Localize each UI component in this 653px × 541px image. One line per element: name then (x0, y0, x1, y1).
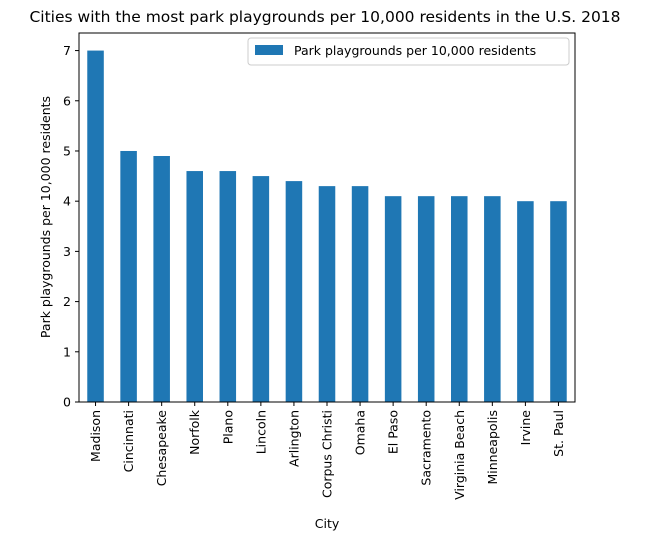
x-axis: Madison Cincinnati Chesapeake Norfolk Plano L… (88, 402, 566, 500)
x-tick-label: Chesapeake (154, 410, 169, 487)
x-tick-label: Omaha (353, 410, 368, 455)
y-tick-label: 6 (63, 93, 71, 108)
bar-madison (87, 50, 104, 402)
x-tick-label: Madison (88, 410, 103, 462)
y-tick-label: 5 (63, 143, 71, 158)
x-tick-label: Arlington (286, 410, 301, 467)
bars-group (87, 50, 567, 402)
bar-corpus-christi (318, 186, 336, 402)
bar-arlington (285, 181, 303, 402)
x-tick-label: El Paso (386, 410, 401, 454)
legend-label: Park playgrounds per 10,000 residents (294, 43, 536, 58)
y-tick-label: 3 (63, 244, 71, 259)
bar-st-paul (550, 201, 567, 402)
bar-cincinnati (120, 150, 137, 402)
x-tick-label: Sacramento (419, 410, 434, 486)
legend: Park playgrounds per 10,000 residents (247, 37, 570, 66)
legend-swatch (255, 45, 283, 55)
bar-minneapolis (484, 196, 501, 402)
y-axis: 0 1 2 3 4 5 6 7 (63, 43, 79, 410)
x-tick-label: Irvine (518, 410, 533, 446)
bar-virginia-beach (451, 196, 468, 402)
bar-el-paso (384, 196, 402, 402)
y-tick-label: 4 (63, 194, 71, 209)
bar-chesapeake (153, 156, 170, 402)
x-tick-label: Cincinnati (121, 410, 136, 472)
bar-sacramento (417, 196, 435, 402)
x-tick-label: St. Paul (551, 410, 566, 457)
x-axis-label: City (315, 516, 340, 531)
x-tick-label: Plano (220, 410, 235, 444)
legend-box (247, 37, 570, 66)
y-tick-label: 2 (63, 294, 71, 309)
y-tick-label: 7 (63, 43, 71, 58)
x-tick-label: Norfolk (187, 409, 202, 455)
bar-norfolk (186, 171, 203, 402)
x-tick-label: Lincoln (253, 410, 268, 454)
x-tick-label: Minneapolis (485, 410, 500, 485)
y-tick-label: 1 (63, 344, 71, 359)
x-tick-label: Corpus Christi (320, 410, 335, 498)
y-tick-label: 0 (63, 395, 71, 410)
bar-lincoln (252, 176, 270, 402)
bar-omaha (351, 186, 369, 402)
bar-plano (219, 171, 237, 402)
y-axis-label: Park playgrounds per 10,000 residents (38, 96, 53, 338)
chart-title: Cities with the most park playgrounds pe… (29, 8, 620, 26)
bar-irvine (517, 201, 534, 402)
x-tick-label: Virginia Beach (452, 410, 467, 500)
